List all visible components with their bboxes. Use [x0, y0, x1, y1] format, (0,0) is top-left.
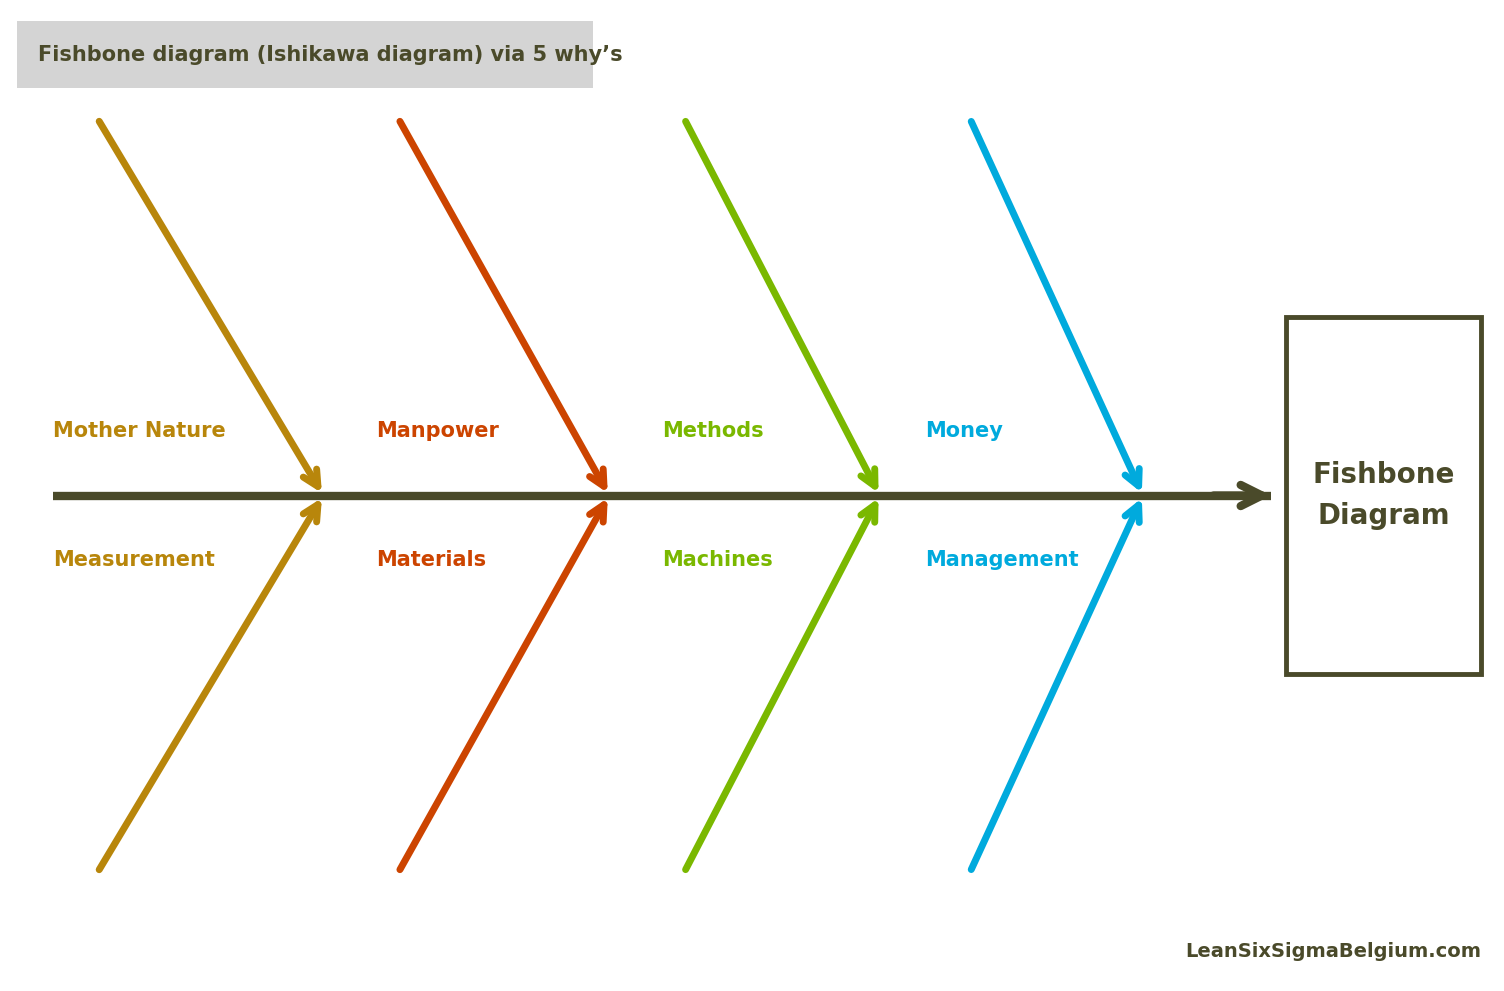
- Text: Fishbone diagram (Ishikawa diagram) via 5 why’s: Fishbone diagram (Ishikawa diagram) via …: [38, 45, 623, 64]
- Text: Methods: Methods: [662, 421, 764, 441]
- Text: Money: Money: [925, 421, 1003, 441]
- Text: Fishbone
Diagram: Fishbone Diagram: [1313, 461, 1454, 530]
- Text: Management: Management: [925, 550, 1078, 570]
- Text: Materials: Materials: [376, 550, 486, 570]
- Text: Mother Nature: Mother Nature: [53, 421, 226, 441]
- Bar: [1286, 317, 1481, 674]
- Text: Manpower: Manpower: [376, 421, 499, 441]
- Text: Measurement: Measurement: [53, 550, 215, 570]
- FancyBboxPatch shape: [17, 21, 593, 88]
- Text: LeanSixSigmaBelgium.com: LeanSixSigmaBelgium.com: [1185, 942, 1481, 961]
- Text: Machines: Machines: [662, 550, 773, 570]
